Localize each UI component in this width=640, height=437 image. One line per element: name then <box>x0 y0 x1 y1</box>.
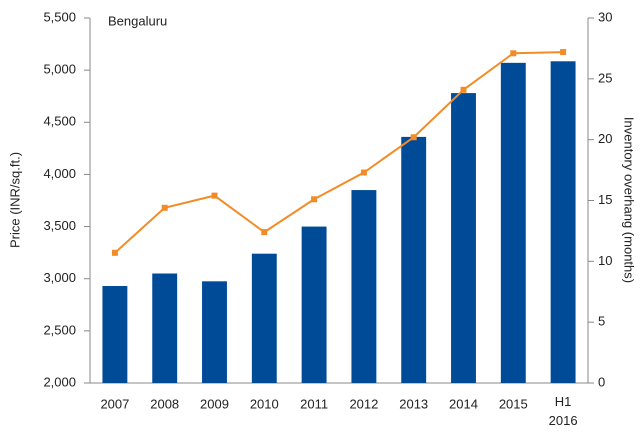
bar <box>500 62 526 383</box>
x-tick-label: 2010 <box>250 396 279 411</box>
bar <box>102 286 128 383</box>
x-tick-label: 2013 <box>399 396 428 411</box>
line-marker <box>261 229 268 236</box>
y-tick-label: 2,500 <box>43 322 76 337</box>
bar <box>351 190 377 383</box>
line-marker <box>111 249 118 256</box>
x-tick-label: 2007 <box>100 396 129 411</box>
line-marker <box>211 192 218 199</box>
y-tick-label: 3,000 <box>43 270 76 285</box>
y-tick-label: 2,000 <box>43 374 76 389</box>
x-tick-label: H1 2016 <box>549 394 578 428</box>
x-tick-label: 2012 <box>349 396 378 411</box>
x-tick-label: 2011 <box>300 396 328 411</box>
x-tick-label: 2014 <box>449 396 478 411</box>
line-marker <box>410 134 417 141</box>
line-marker <box>360 169 367 176</box>
y-tick-label: 4,000 <box>43 166 76 181</box>
bar <box>550 61 576 384</box>
annotation: Bengaluru <box>108 13 167 28</box>
y-tick-label: 4,500 <box>43 114 76 129</box>
y2-axis-label: Inventory overhang (months) <box>622 117 637 283</box>
y2-tick-label: 20 <box>598 131 612 146</box>
y2-tick-label: 25 <box>598 70 612 85</box>
y-tick-label: 5,000 <box>43 62 76 77</box>
line <box>114 51 564 254</box>
y-tick-label: 5,500 <box>43 9 76 24</box>
y2-tick-label: 10 <box>598 253 612 268</box>
y-axis-label: Price (INR/sq.ft.) <box>7 152 22 248</box>
x-tick-label: 2015 <box>499 396 528 411</box>
y2-tick-label: 30 <box>598 9 612 24</box>
y-tick-label: 3,500 <box>43 218 76 233</box>
line-marker <box>460 86 467 93</box>
line-marker <box>161 204 168 211</box>
x-tick-label: 2008 <box>150 396 179 411</box>
bar <box>451 93 476 383</box>
line-marker <box>510 50 517 57</box>
y2-tick-label: 0 <box>598 374 605 389</box>
bar <box>401 136 427 383</box>
x-tick-label: 2009 <box>200 396 229 411</box>
bar <box>202 281 227 383</box>
y2-tick-label: 5 <box>598 314 605 329</box>
y2-tick-label: 15 <box>598 192 612 207</box>
bar <box>301 226 327 383</box>
bar <box>251 253 277 383</box>
line-marker <box>560 49 567 56</box>
bar <box>152 273 178 383</box>
line-marker <box>311 196 318 203</box>
